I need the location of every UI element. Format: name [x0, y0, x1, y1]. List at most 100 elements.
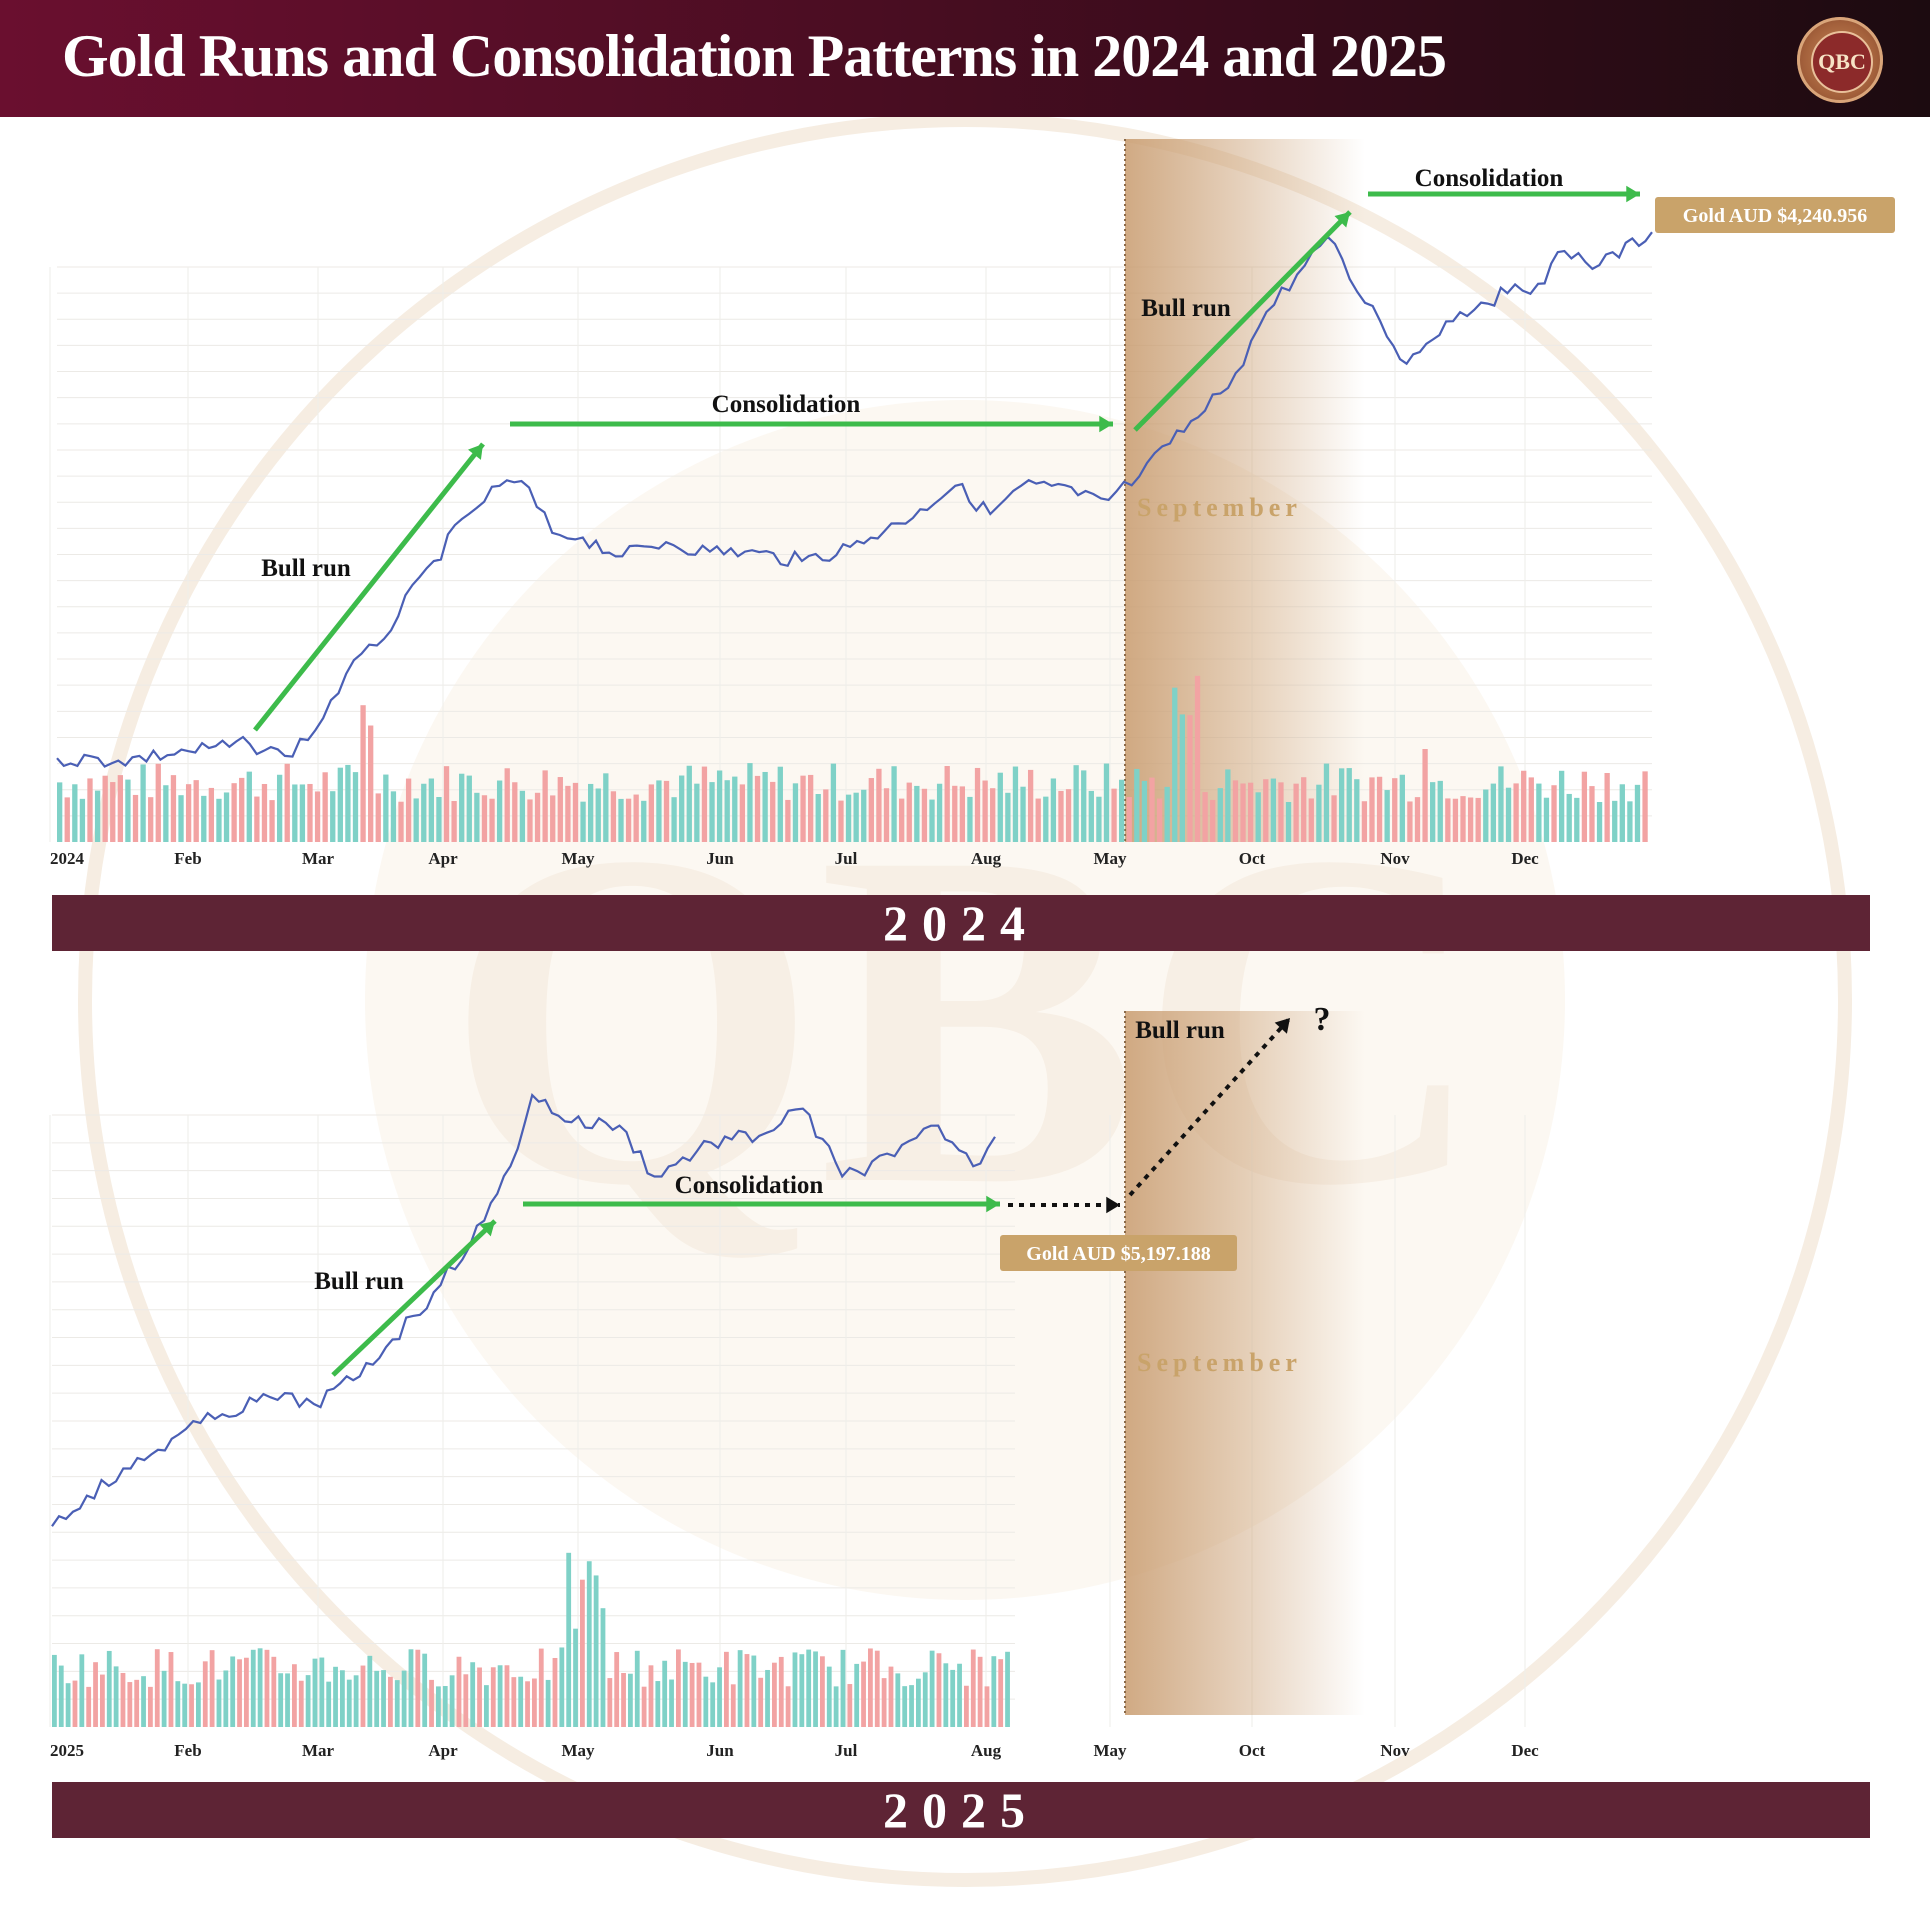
- volume-bar: [820, 1656, 825, 1727]
- volume-bar: [264, 1649, 270, 1727]
- volume-bar: [1460, 796, 1466, 842]
- volume-bar: [422, 1653, 428, 1727]
- volume-bar: [216, 1679, 222, 1727]
- volume-bar: [847, 1684, 853, 1727]
- volume-bar: [1437, 780, 1443, 842]
- year-band-2024: 2024: [52, 895, 1870, 951]
- price-tag: [1655, 197, 1895, 233]
- volume-bar: [168, 1652, 174, 1727]
- volume-bar: [1270, 778, 1277, 842]
- volume-bar: [1392, 778, 1398, 842]
- september-highlight: [1125, 1011, 1365, 1715]
- volume-bar: [633, 794, 639, 842]
- volume-bar: [906, 782, 912, 842]
- volume-bar: [1088, 790, 1094, 842]
- volume-bar: [991, 1656, 997, 1727]
- volume-bar: [100, 1674, 105, 1727]
- x-tick-label: May: [1093, 1741, 1127, 1760]
- volume-bar: [785, 1686, 791, 1727]
- x-tick-label: Mar: [302, 1741, 335, 1760]
- volume-bar: [64, 797, 70, 842]
- annotation-label: Consolidation: [712, 391, 861, 418]
- volume-bar: [739, 784, 746, 842]
- volume-bar: [1126, 797, 1132, 842]
- volume-bar: [1483, 789, 1489, 842]
- volume-bar: [929, 799, 935, 842]
- volume-bar: [484, 1685, 489, 1727]
- annotation-arrow-head: [986, 1195, 1000, 1213]
- volume-bar: [1445, 798, 1451, 842]
- volume-bar: [815, 793, 821, 842]
- logo-text: QBC: [1811, 31, 1873, 93]
- volume-bar: [641, 800, 647, 842]
- volume-bar: [710, 1682, 716, 1727]
- volume-bar: [853, 792, 859, 842]
- volume-bar: [504, 1665, 510, 1727]
- volume-bar: [772, 1662, 777, 1727]
- volume-bar: [518, 1676, 524, 1727]
- volume-bar: [1627, 801, 1633, 842]
- x-tick-label: May: [1093, 849, 1127, 868]
- volume-bar: [117, 775, 123, 842]
- annotation-label: Bull run: [1135, 1017, 1225, 1044]
- x-tick-label: Jul: [835, 1741, 858, 1760]
- volume-bar: [148, 797, 154, 842]
- volume-bar: [398, 801, 404, 842]
- volume-bar: [861, 1661, 866, 1727]
- volume-bar: [223, 792, 230, 842]
- volume-bar: [1308, 798, 1314, 842]
- volume-bar: [964, 1685, 969, 1727]
- volume-bar: [292, 1664, 297, 1727]
- volume-bar: [490, 1667, 496, 1727]
- volume-bar: [1263, 779, 1269, 842]
- volume-bar: [1361, 801, 1368, 842]
- volume-bar: [874, 1650, 880, 1727]
- volume-bar: [110, 782, 116, 842]
- volume-bar: [1331, 795, 1337, 842]
- volume-bar: [701, 766, 708, 842]
- volume-bar: [125, 779, 131, 842]
- volume-bar: [1058, 790, 1064, 842]
- volume-bar: [902, 1686, 908, 1727]
- volume-bar: [333, 1666, 338, 1727]
- qbc-logo: QBC: [1797, 17, 1883, 103]
- volume-bar: [998, 1659, 1004, 1727]
- volume-bar: [990, 788, 996, 842]
- volume-bar: [730, 1684, 736, 1727]
- annotation-arrow-head: [1334, 212, 1350, 228]
- volume-bar: [254, 796, 260, 842]
- volume-bar: [625, 798, 632, 842]
- volume-bar: [1384, 790, 1390, 842]
- volume-bar: [489, 798, 495, 842]
- volume-bar: [223, 1670, 229, 1727]
- volume-bar: [628, 1673, 633, 1727]
- title-banner: Gold Runs and Consolidation Patterns in …: [0, 0, 1930, 117]
- volume-bar: [298, 1680, 304, 1727]
- volume-bar: [758, 1677, 764, 1727]
- volume-bar: [1225, 769, 1231, 842]
- volume-bar: [1005, 792, 1011, 842]
- volume-bar: [952, 785, 958, 842]
- volume-bar: [806, 1649, 812, 1727]
- volume-bar: [185, 784, 192, 842]
- volume-bar: [481, 795, 488, 842]
- volume-bar: [957, 1663, 962, 1727]
- volume-bar: [572, 782, 579, 842]
- volume-bar: [353, 1675, 359, 1727]
- volume-bar: [94, 790, 101, 842]
- volume-bar: [512, 782, 518, 842]
- volume-bar: [868, 1648, 873, 1727]
- september-label: September: [1137, 1348, 1302, 1377]
- volume-bar: [1612, 800, 1618, 842]
- volume-bar: [497, 1665, 503, 1727]
- volume-bar: [102, 775, 108, 842]
- volume-bar: [1551, 785, 1557, 842]
- volume-bar: [830, 763, 837, 842]
- volume-bar: [974, 767, 981, 842]
- year-band-2025: 2025: [52, 1782, 1870, 1838]
- volume-bar: [586, 1561, 592, 1727]
- volume-bar: [52, 1654, 57, 1727]
- chart-2024: September Gold AUD $4,240.956 2024 Feb Mar Ap…: [49, 139, 1895, 868]
- annotation-label: Bull run: [314, 1268, 404, 1295]
- volume-bar: [1619, 784, 1625, 842]
